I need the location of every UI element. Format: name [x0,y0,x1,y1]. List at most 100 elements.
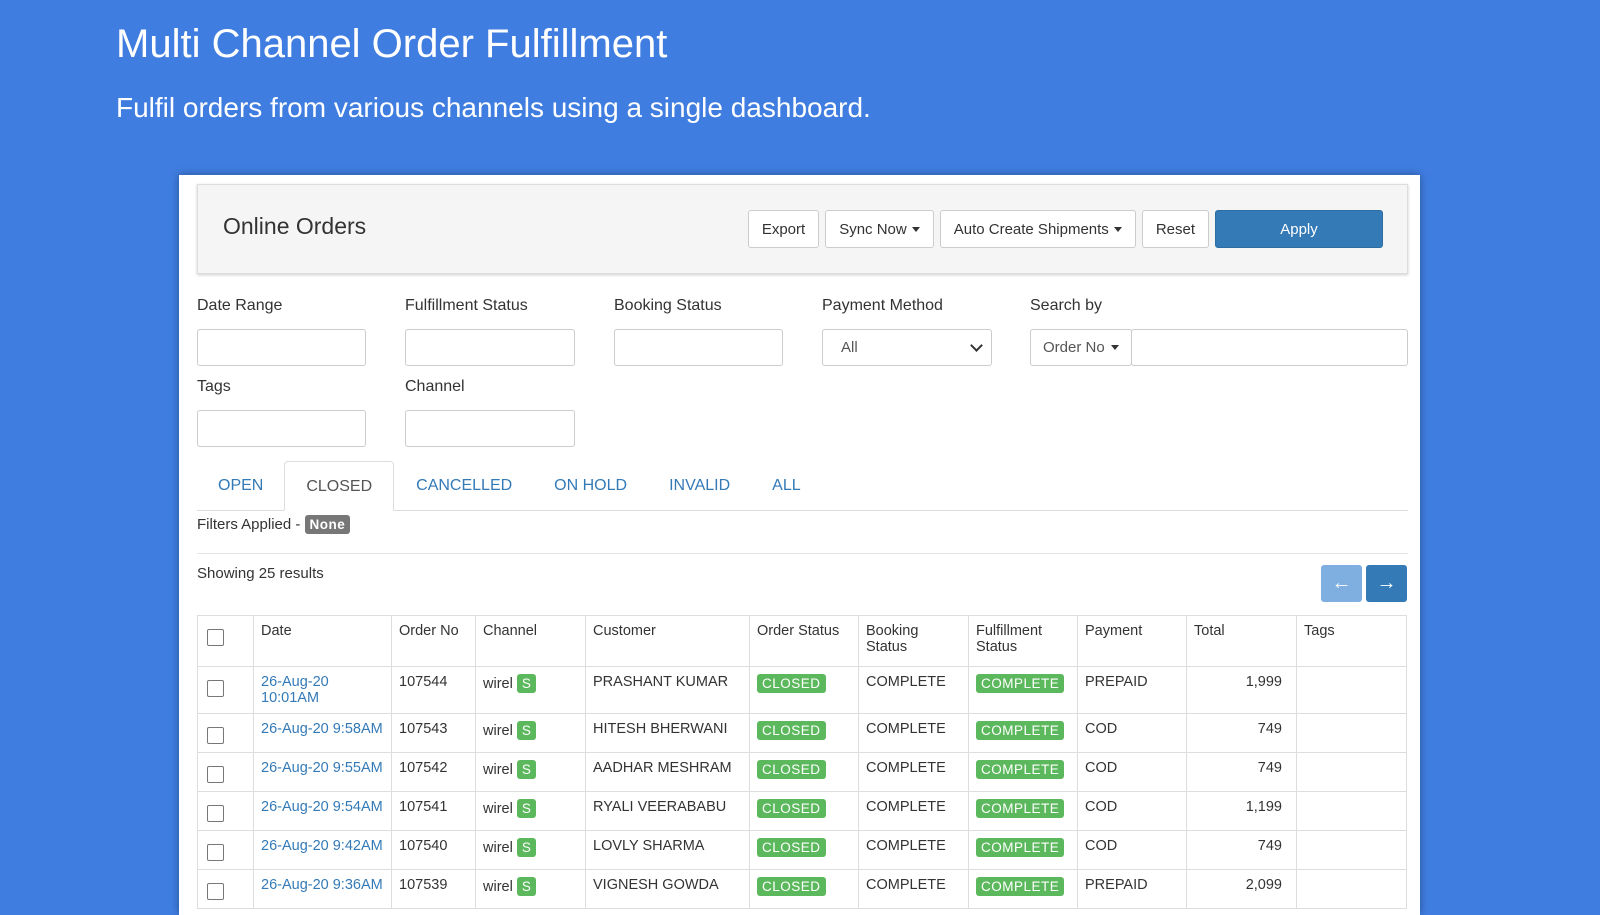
filter-label: Channel [405,378,465,395]
channel-badge: S [516,799,537,818]
channel-name: wirel [483,801,513,817]
row-checkbox[interactable] [207,844,224,861]
reset-button[interactable]: Reset [1141,210,1209,248]
caret [1111,345,1119,350]
fulfillment-badge: COMPLETE [976,877,1065,896]
channel-badge: S [516,838,537,857]
fulfillment-input[interactable] [405,329,575,366]
order-date-link[interactable]: 26-Aug-20 9:54AM [261,799,383,815]
cell: wirel S [475,791,586,831]
column-header: Date [253,615,392,667]
search-input[interactable] [1131,329,1408,366]
divider [197,553,1408,554]
total: 1,199 [1186,791,1297,831]
column-header: Booking Status [858,615,969,667]
channel-badge: S [516,674,537,693]
channel-input[interactable] [405,410,575,447]
booking-input[interactable] [614,329,783,366]
booking-status: COMPLETE [858,830,969,870]
payment: PREPAID [1077,666,1187,714]
fulfillment-badge: COMPLETE [976,760,1065,779]
tab[interactable]: ALL [772,477,801,494]
column-header: Customer [585,615,750,667]
booking-status: COMPLETE [858,791,969,831]
payment: COD [1077,830,1187,870]
filters-applied-badge: None [304,515,351,534]
cell [197,666,254,714]
cell [197,752,254,792]
filters-applied-label: Filters Applied - [197,516,301,533]
order-status-badge: CLOSED [757,760,826,779]
auto-create-button[interactable]: Auto Create Shipments [939,210,1136,248]
column-header: Order Status [749,615,859,667]
channel-name: wirel [483,879,513,895]
payment: PREPAID [1077,869,1187,909]
fulfillment-badge: COMPLETE [976,799,1065,818]
tab[interactable]: OPEN [218,477,264,494]
panel-header: Online Orders Export Sync Now Auto Creat… [197,184,1408,274]
row-checkbox[interactable] [207,883,224,900]
payment-select[interactable]: All [822,329,992,366]
fulfillment-badge: COMPLETE [976,838,1065,857]
caret [911,226,920,232]
table-body: 26-Aug-20 10:01AM 107544 wirel S PRASHANT K… [197,666,1407,909]
search-field-dropdown[interactable]: Order No [1030,329,1132,366]
cell: 26-Aug-20 10:01AM [253,666,392,714]
dropdown-value: Order No [1043,339,1105,356]
total: 749 [1186,752,1297,792]
order-no: 107539 [391,869,476,909]
order-row: 26-Aug-20 9:36AM 107539 wirel S VIGNESH GOW… [197,869,1407,909]
cell: 26-Aug-20 9:42AM [253,830,392,870]
payment: COD [1077,752,1187,792]
order-row: 26-Aug-20 9:42AM 107540 wirel S LOVLY SHARM… [197,830,1407,870]
tab[interactable]: INVALID [669,477,731,494]
customer: AADHAR MESHRAM [585,752,750,792]
booking-status: COMPLETE [858,666,969,714]
channel-name: wirel [483,676,513,692]
cell: COMPLETE [968,869,1078,909]
tags-cell [1296,830,1407,870]
total: 1,999 [1186,666,1297,714]
filter-label: Payment Method [822,297,943,314]
tab[interactable]: ON HOLD [554,477,628,494]
export-button[interactable]: Export [747,210,820,248]
customer: PRASHANT KUMAR [585,666,750,714]
tab[interactable]: CANCELLED [416,477,513,494]
cell: COMPLETE [968,666,1078,714]
order-no: 107542 [391,752,476,792]
dashboard-card: Online Orders Export Sync Now Auto Creat… [179,175,1420,915]
customer: LOVLY SHARMA [585,830,750,870]
order-date-link[interactable]: 26-Aug-20 10:01AM [261,674,329,706]
date-range-input[interactable] [197,329,366,366]
cell: COMPLETE [968,791,1078,831]
row-checkbox[interactable] [207,727,224,744]
sync-button[interactable]: Sync Now [825,210,934,248]
filter-label: Search by [1030,297,1103,314]
row-checkbox[interactable] [207,805,224,822]
order-date-link[interactable]: 26-Aug-20 9:36AM [261,877,383,893]
cell: CLOSED [749,713,859,753]
header-cell [197,615,254,667]
apply-button[interactable]: Apply [1215,210,1383,248]
cell: wirel S [475,752,586,792]
row-checkbox[interactable] [207,680,224,697]
order-date-link[interactable]: 26-Aug-20 9:55AM [261,760,383,776]
tags-input[interactable] [197,410,366,447]
tags-cell [1296,666,1407,714]
order-row: 26-Aug-20 9:55AM 107542 wirel S AADHAR MESH… [197,752,1407,792]
select-all-checkbox[interactable] [207,629,224,646]
next-page-button[interactable]: → [1366,565,1407,602]
button-text: Auto Create Shipments [953,220,1109,238]
row-checkbox[interactable] [207,766,224,783]
booking-status: COMPLETE [858,713,969,753]
prev-page-button[interactable]: ← [1321,565,1362,602]
order-no: 107541 [391,791,476,831]
order-date-link[interactable]: 26-Aug-20 9:42AM [261,838,383,854]
order-date-link[interactable]: 26-Aug-20 9:58AM [261,721,383,737]
fulfillment-badge: COMPLETE [976,721,1065,740]
caret [1113,226,1122,232]
tab-active[interactable]: CLOSED [284,461,395,511]
button-text: Reset [1155,220,1195,238]
column-header: Payment [1077,615,1187,667]
